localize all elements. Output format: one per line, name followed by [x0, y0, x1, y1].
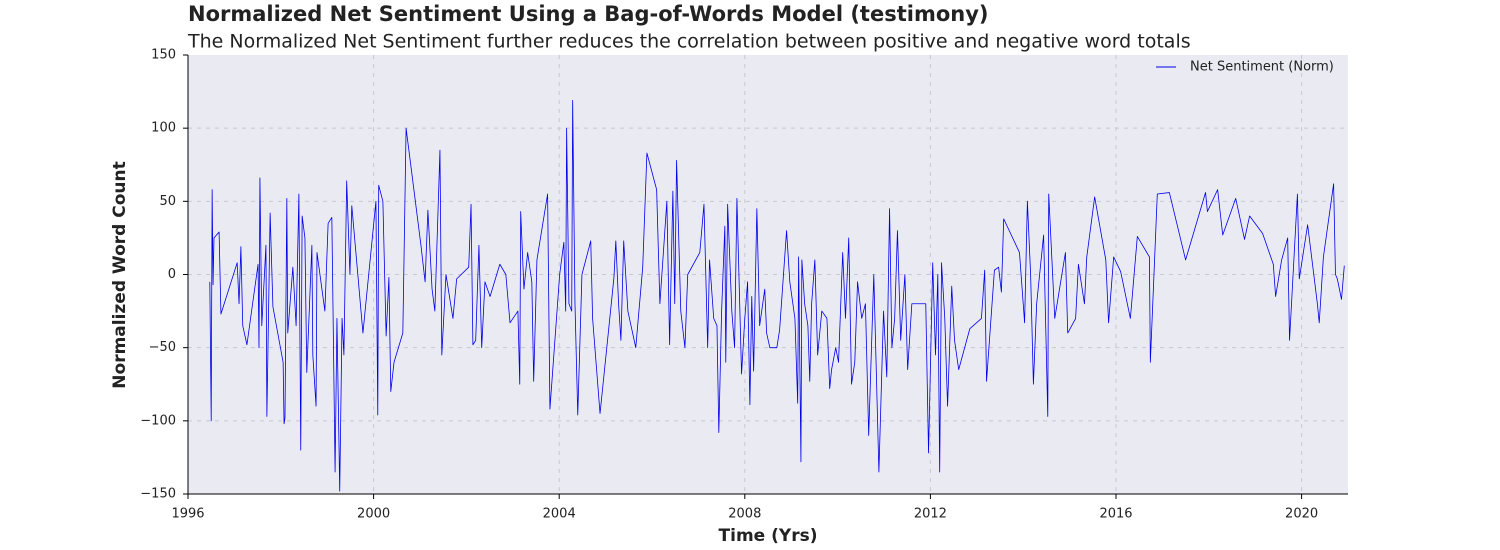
y-tick-label: −150: [140, 487, 176, 502]
x-tick-label: 2004: [543, 507, 576, 522]
y-tick-label: 100: [151, 121, 176, 136]
x-tick-label: 2008: [728, 507, 761, 522]
grid: [188, 55, 1348, 494]
y-tick-label: 50: [159, 194, 176, 209]
plot: [209, 99, 1345, 492]
chart-title: Normalized Net Sentiment Using a Bag-of-…: [188, 2, 989, 26]
x-tick-label: 2016: [1099, 507, 1132, 522]
x-axis-label: Time (Yrs): [719, 526, 818, 546]
x-tick-label: 2000: [357, 507, 390, 522]
y-tick-label: −50: [149, 340, 176, 355]
x-tick-label: 2020: [1285, 507, 1318, 522]
data-line: [209, 99, 1345, 492]
y-axis-label: Normalized Word Count: [110, 161, 130, 388]
y-tick-label: −100: [140, 413, 176, 428]
legend-label: Net Sentiment (Norm): [1190, 60, 1334, 75]
y-tick-label: 0: [168, 267, 176, 282]
x-tick-label: 1996: [171, 507, 204, 522]
x-tick-label: 2012: [914, 507, 947, 522]
legend: Net Sentiment (Norm): [1156, 60, 1334, 75]
chart-subtitle: The Normalized Net Sentiment further red…: [187, 31, 1191, 53]
y-tick-label: 150: [151, 48, 176, 63]
